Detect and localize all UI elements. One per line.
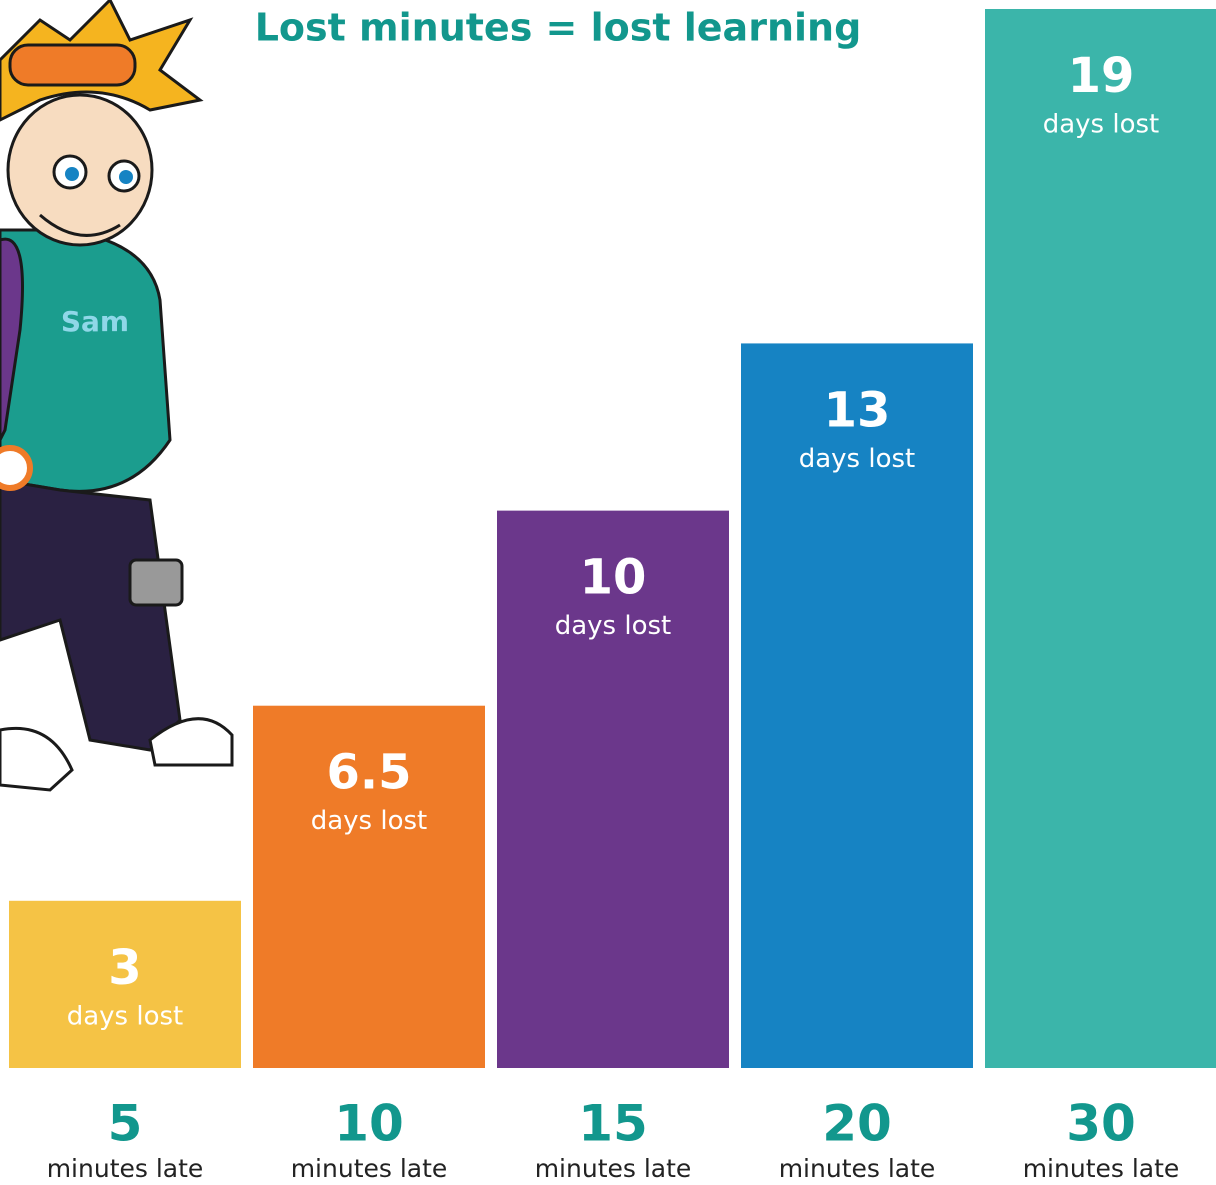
chart: Sam Lost minutes = lost learning 3 days l…: [0, 0, 1216, 1185]
x-tick-label: 5: [108, 1095, 143, 1153]
value-label: 3: [108, 940, 141, 996]
x-tick-label: 30: [1066, 1095, 1136, 1153]
x-tick-unit: minutes late: [1023, 1154, 1180, 1183]
x-tick-unit: minutes late: [535, 1154, 692, 1183]
value-label: 13: [824, 382, 891, 438]
x-tick-label: 10: [334, 1095, 404, 1153]
value-unit: days lost: [799, 444, 916, 474]
bar: [985, 9, 1216, 1068]
value-unit: days lost: [311, 806, 428, 836]
x-tick-unit: minutes late: [47, 1154, 204, 1183]
chart-title: Lost minutes = lost learning: [255, 6, 862, 50]
value-unit: days lost: [1043, 110, 1160, 140]
x-tick-unit: minutes late: [779, 1154, 936, 1183]
x-tick-unit: minutes late: [291, 1154, 448, 1183]
character-illustration: Sam: [0, 0, 232, 790]
value-label: 10: [580, 550, 647, 606]
value-label: 6.5: [326, 745, 411, 801]
x-tick-label: 15: [578, 1095, 648, 1153]
x-tick-label: 20: [822, 1095, 892, 1153]
value-unit: days lost: [67, 1001, 184, 1031]
value-label: 19: [1068, 48, 1135, 104]
shirt-label: Sam: [61, 305, 129, 338]
value-unit: days lost: [555, 611, 672, 641]
